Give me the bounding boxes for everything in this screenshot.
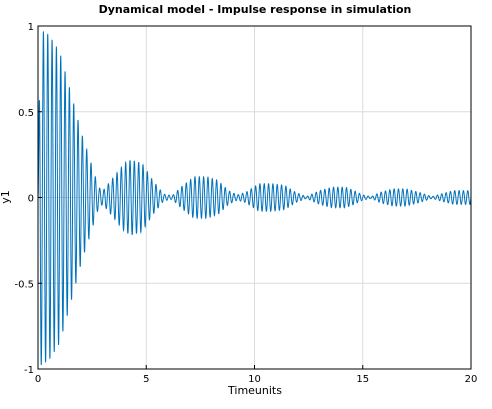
y-axis-label: y1	[0, 190, 12, 204]
chart-title: Dynamical model - Impulse response in si…	[99, 3, 412, 16]
x-tick-label: 10	[248, 374, 261, 385]
x-tick-label: 15	[356, 374, 369, 385]
series-line-y1	[37, 31, 472, 365]
y-tick-label: -1	[24, 365, 34, 376]
x-axis-label: Timeunits	[227, 384, 282, 397]
x-tick-label: 5	[143, 374, 149, 385]
y-tick-label: 0.5	[18, 108, 34, 119]
y-tick-label: 1	[28, 22, 34, 33]
y-tick-label: 0	[28, 194, 34, 205]
x-tick-label: 0	[35, 374, 41, 385]
y-tick-label: -0.5	[14, 279, 34, 290]
x-tick-label: 20	[465, 374, 478, 385]
y-axis-ticks: -1 -0.5 0 0.5 1	[14, 22, 42, 376]
x-axis-ticks: 0 5 10 15 20	[35, 365, 478, 385]
series-layer	[37, 31, 472, 365]
